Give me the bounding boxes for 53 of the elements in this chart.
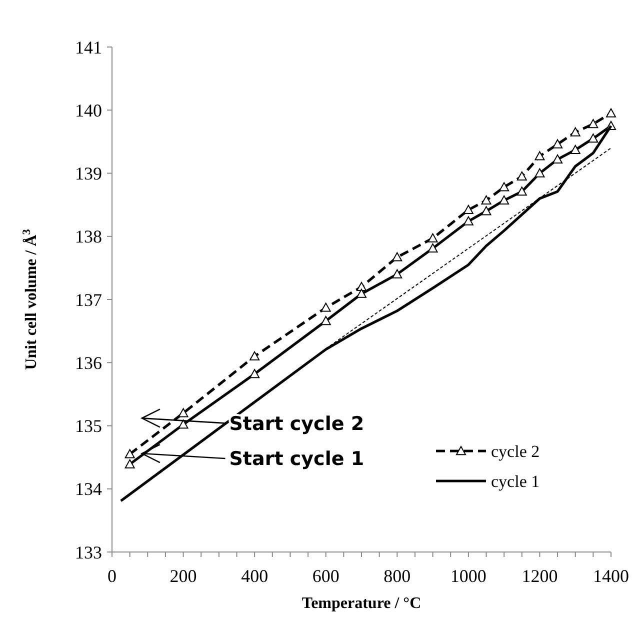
y-tick-label: 138: [75, 226, 102, 247]
x-tick-label: 400: [241, 566, 268, 586]
point: [463, 216, 474, 226]
point: [428, 233, 438, 242]
y-tick-label: 134: [75, 479, 102, 500]
point: [481, 195, 492, 204]
point: [250, 368, 260, 378]
y-tick-label: 137: [75, 290, 102, 310]
point: [570, 144, 580, 154]
legend-label: cycle 1: [491, 472, 540, 491]
annotation: Start cycle 2: [229, 412, 364, 435]
annotation: Start cycle 1: [229, 448, 364, 470]
y-tick-label: 140: [75, 100, 102, 120]
point: [516, 186, 527, 196]
point: [499, 182, 510, 192]
x-tick-label: 1400: [593, 566, 629, 586]
point: [320, 302, 331, 312]
x-axis-title: Temperature / °C: [302, 595, 422, 612]
point: [481, 206, 492, 216]
point: [570, 127, 580, 136]
point: [552, 139, 563, 148]
point: [392, 269, 402, 278]
x-tick-label: 1000: [450, 566, 486, 586]
x-tick-label: 600: [312, 566, 340, 586]
point: [124, 449, 135, 458]
point: [178, 408, 188, 418]
point: [588, 119, 598, 128]
point: [606, 108, 616, 118]
point: [534, 168, 545, 178]
point: [320, 316, 331, 326]
point: [588, 134, 598, 143]
x-tick-label: 800: [384, 566, 411, 586]
point: [250, 351, 260, 360]
legend-label: cycle 2: [491, 442, 540, 461]
y-tick-label: 136: [75, 352, 102, 373]
point: [356, 282, 366, 291]
point: [392, 252, 402, 262]
y-tick-label: 133: [75, 542, 102, 562]
y-tick-label: 141: [75, 37, 102, 58]
point: [124, 459, 135, 468]
point: [499, 195, 510, 204]
x-tick-label: 0: [108, 566, 116, 586]
point: [428, 243, 438, 252]
point: [178, 419, 188, 429]
point: [552, 154, 563, 164]
y-tick-label: 139: [75, 164, 102, 184]
point: [534, 151, 545, 160]
point: [463, 204, 474, 214]
point: [356, 288, 366, 298]
x-tick-label: 1200: [522, 566, 558, 586]
point: [516, 171, 527, 181]
x-tick-label: 200: [170, 566, 197, 586]
y-tick-label: 135: [75, 416, 102, 436]
